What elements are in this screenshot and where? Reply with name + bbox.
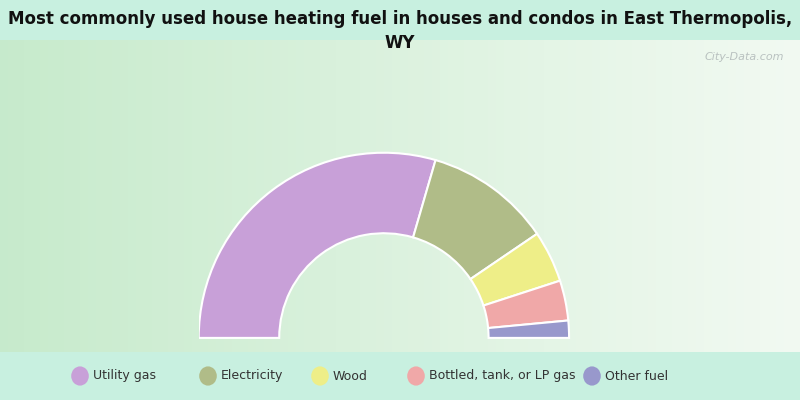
Wedge shape [198,153,435,338]
Ellipse shape [199,366,217,386]
Text: Bottled, tank, or LP gas: Bottled, tank, or LP gas [429,370,575,382]
Text: City-Data.com: City-Data.com [705,52,784,62]
Ellipse shape [583,366,601,386]
Text: Wood: Wood [333,370,368,382]
Wedge shape [483,281,568,328]
Text: Most commonly used house heating fuel in houses and condos in East Thermopolis,
: Most commonly used house heating fuel in… [8,10,792,52]
Text: Utility gas: Utility gas [93,370,156,382]
Wedge shape [413,160,537,279]
Ellipse shape [407,366,425,386]
Wedge shape [488,320,569,338]
Ellipse shape [311,366,329,386]
Text: Electricity: Electricity [221,370,283,382]
Wedge shape [470,234,560,306]
Ellipse shape [71,366,89,386]
Text: Other fuel: Other fuel [605,370,668,382]
